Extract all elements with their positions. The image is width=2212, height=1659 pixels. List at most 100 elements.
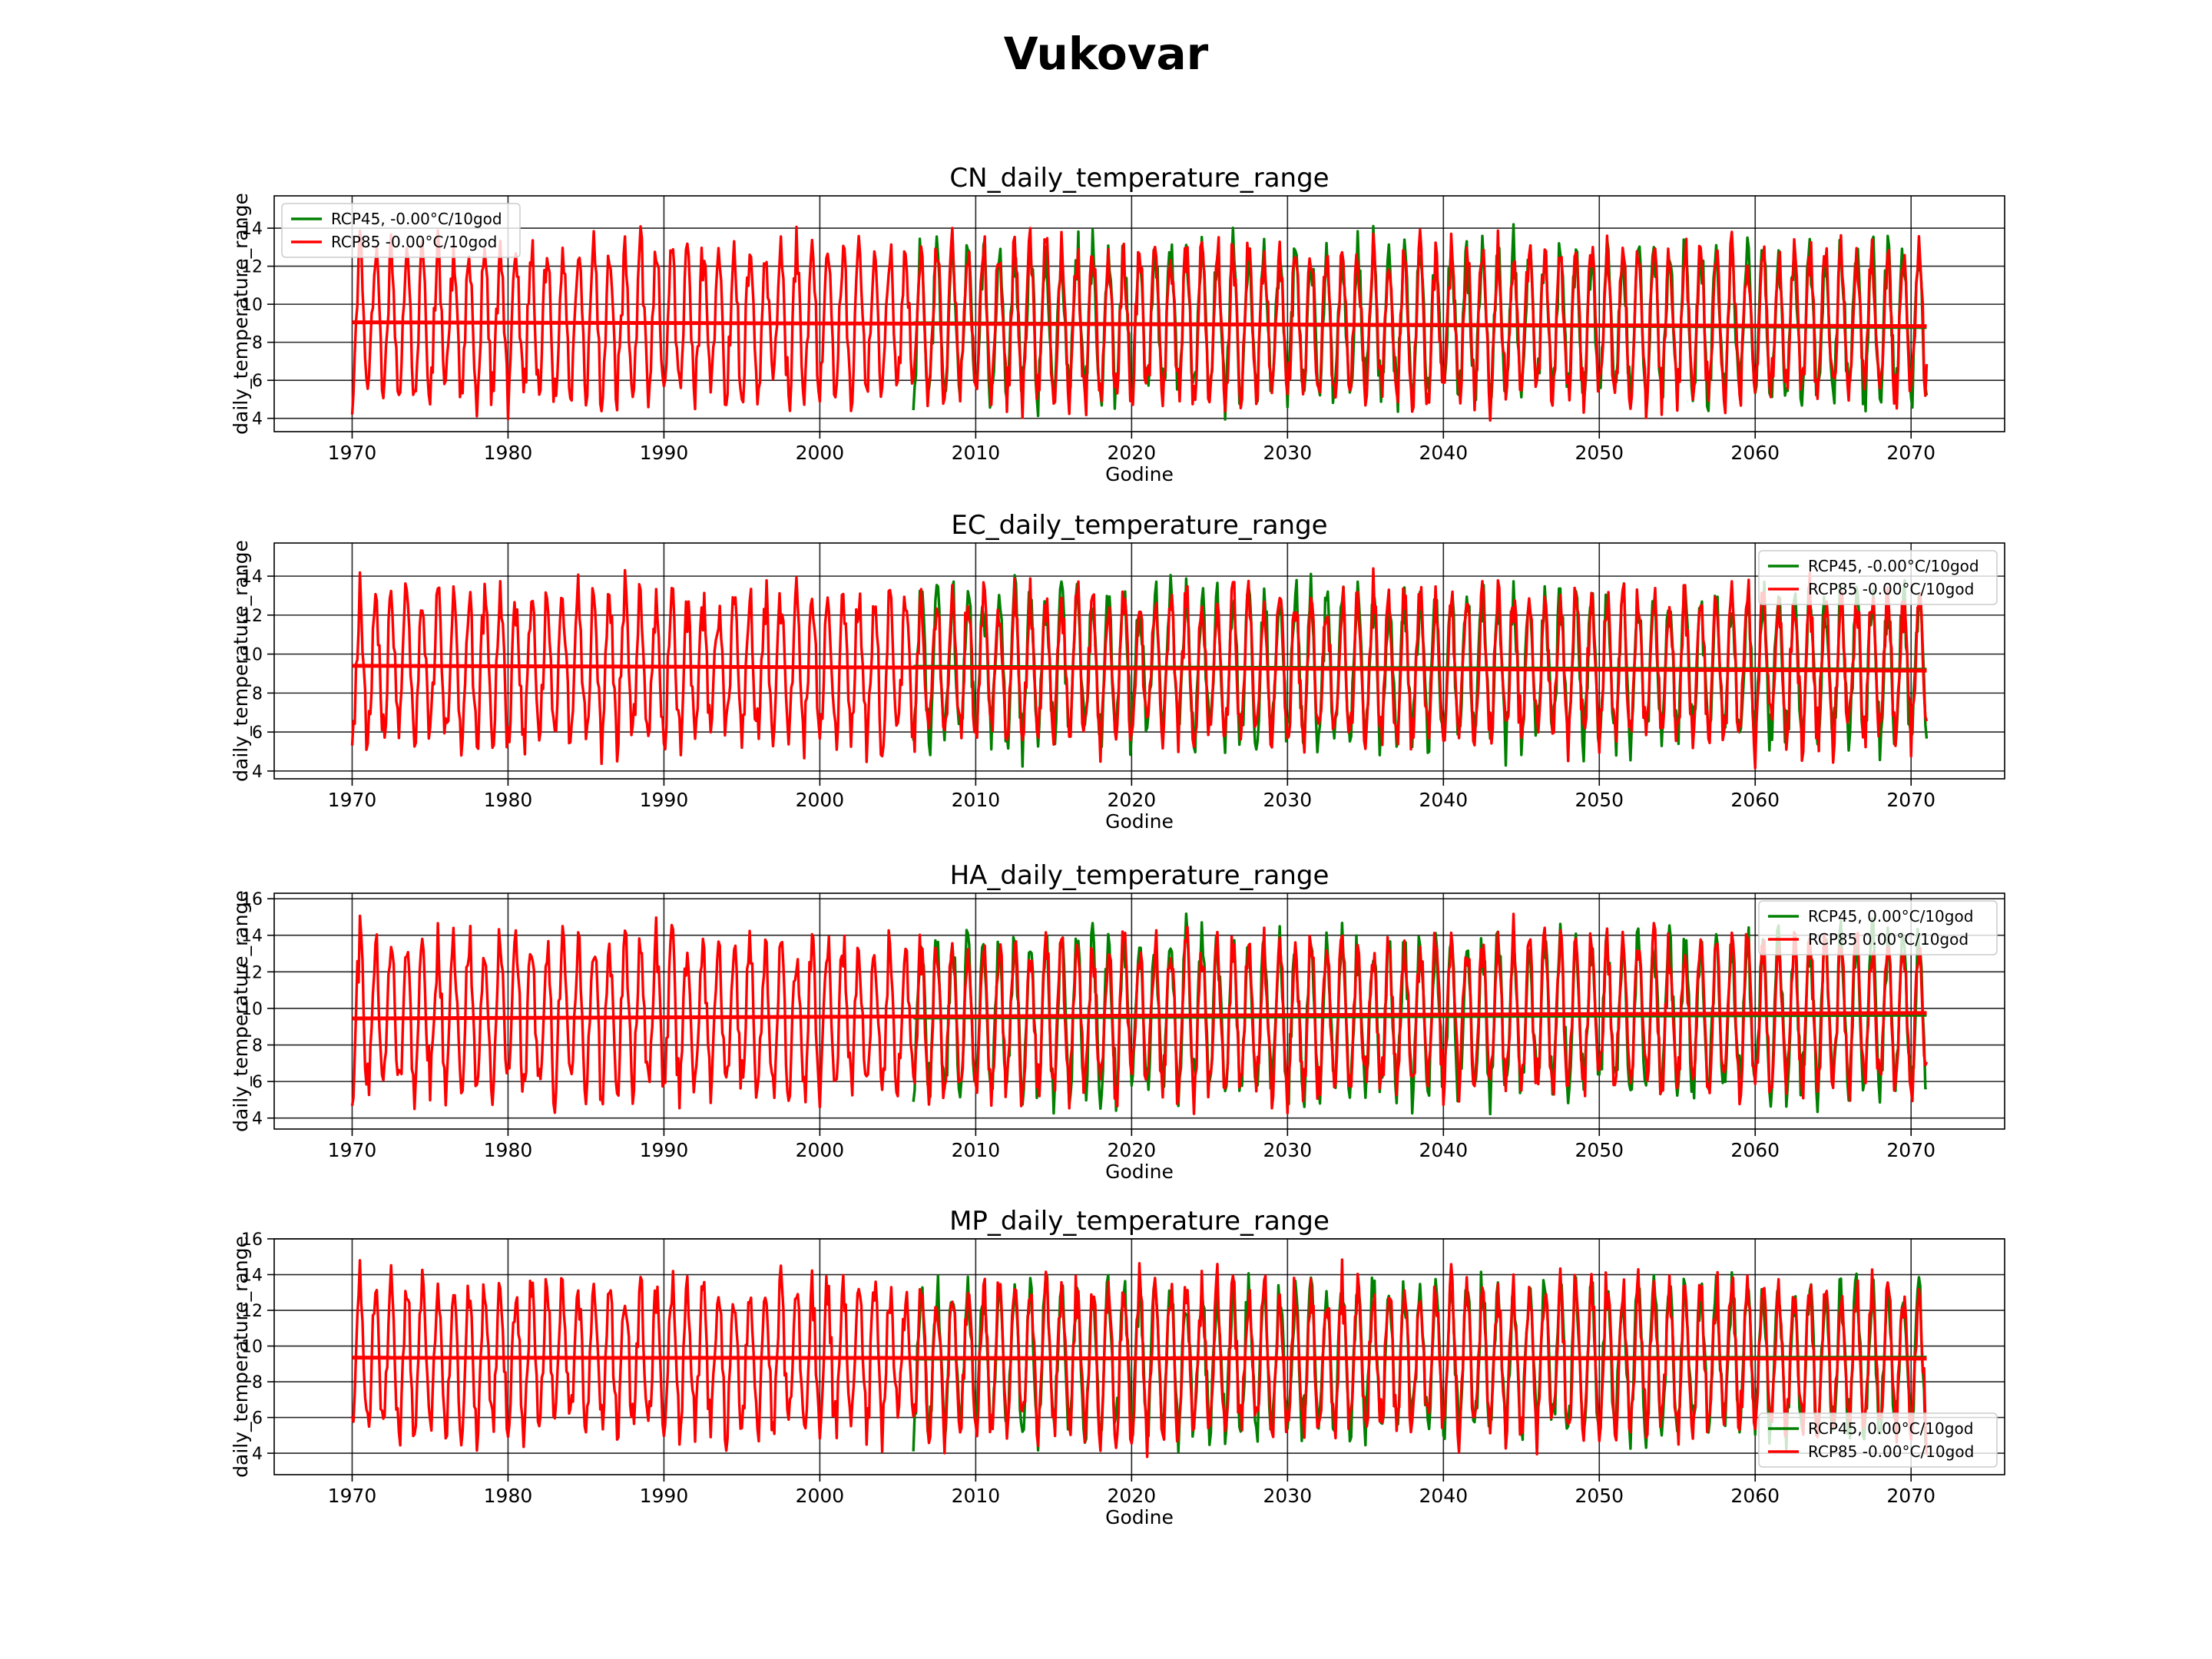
x-tick-label: 2050 [1575,1139,1624,1161]
trend-line-rcp85 [352,320,1927,329]
y-tick-label: 10 [241,1000,263,1019]
x-tick-label: 1990 [640,789,689,811]
y-tick-label: 10 [241,646,263,665]
x-tick-label: 1970 [328,1485,377,1507]
x-tick-label: 2040 [1419,442,1468,464]
axes-frame [273,195,2005,432]
x-tick-label: 2030 [1263,789,1313,811]
axes-frame [273,892,2005,1130]
legend-label-rcp85: RCP85 -0.00°C/10god [1808,1442,1974,1461]
y-tick-label: 14 [241,1267,263,1286]
subplot-4: 1970 1980 1990 2000 2010 2020 2030 2040 2050 2060… [230,1206,2005,1528]
y-tick-label: 14 [241,220,263,239]
legend-label-rcp45: RCP45, -0.00°C/10god [1808,557,1979,575]
axes-frame [273,542,2005,780]
x-tick-label: 2020 [1108,442,1157,464]
y-tick-label: 4 [252,410,263,429]
y-tick-label: 4 [252,763,263,782]
legend-label-rcp85: RCP85 -0.00°C/10god [331,233,497,251]
x-tick-label: 2010 [952,1485,1001,1507]
y-axis-label: daily_temperature_range [230,1236,252,1478]
plot-area [350,912,1929,1116]
axes-frame [273,1238,2005,1475]
y-axis-label: daily_temperature_range [230,540,252,782]
x-tick-label: 2030 [1263,1139,1313,1161]
legend-box [1758,900,1998,955]
figure-title: Vukovar [1003,28,1209,80]
x-tick-label: 1980 [484,442,533,464]
legend-label-rcp85: RCP85 -0.00°C/10god [1808,580,1974,598]
x-tick-label: 2000 [796,789,845,811]
x-tick-label: 1980 [484,1139,533,1161]
x-tick-label: 2050 [1575,789,1624,811]
y-tick-label: 8 [252,684,263,704]
y-tick-label: 10 [241,296,263,315]
x-tick-label: 2070 [1886,1485,1936,1507]
x-tick-label: 1990 [640,1139,689,1161]
x-tick-label: 2040 [1419,1139,1468,1161]
x-tick-label: 2010 [952,442,1001,464]
y-tick-label: 8 [252,1373,263,1392]
trend-line-rcp85 [352,1011,1927,1021]
x-tick-label: 1970 [328,789,377,811]
x-tick-label: 1980 [484,789,533,811]
legend: RCP45, 0.00°C/10god RCP85 -0.00°C/10god [1758,1412,1998,1468]
legend-box [1758,1412,1998,1468]
y-tick-label: 4 [252,1445,263,1464]
series-line-rcp85 [350,225,1929,422]
y-tick-label: 6 [252,1409,263,1429]
y-tick-label: 4 [252,1110,263,1129]
x-tick-label: 2030 [1263,1485,1313,1507]
y-tick-label: 8 [252,1037,263,1056]
x-tick-label: 2000 [796,442,845,464]
trend-line-rcp85 [352,664,1927,673]
subplot-title: HA_daily_temperature_range [950,860,1330,891]
subplot-3: 1970 1980 1990 2000 2010 2020 2030 2040 2050 2060… [230,860,2005,1183]
x-tick-label: 2010 [952,1139,1001,1161]
x-axis-label: Godine [1105,810,1174,833]
subplot-title: MP_daily_temperature_range [949,1206,1330,1237]
plot-area [350,1258,1929,1459]
x-tick-label: 2060 [1730,1139,1780,1161]
x-tick-label: 2060 [1730,442,1780,464]
x-tick-label: 1970 [328,1139,377,1161]
y-tick-label: 8 [252,334,263,353]
y-axis-label: daily_temperature_range [230,890,252,1132]
series-line-rcp85 [350,567,1929,770]
x-tick-label: 2070 [1886,789,1936,811]
series-line-rcp85 [350,912,1929,1115]
y-tick-label: 16 [241,890,263,909]
x-tick-label: 2020 [1108,1139,1157,1161]
x-tick-label: 2050 [1575,442,1624,464]
legend-box [1758,550,1998,605]
x-tick-label: 1970 [328,442,377,464]
legend-label-rcp45: RCP45, 0.00°C/10god [1808,907,1973,926]
x-tick-label: 2030 [1263,442,1313,464]
subplot-title: EC_daily_temperature_range [951,510,1327,541]
legend: RCP45, -0.00°C/10god RCP85 -0.00°C/10god [281,203,521,258]
legend-label-rcp45: RCP45, -0.00°C/10god [331,210,502,228]
subplot-2: 1970 1980 1990 2000 2010 2020 2030 2040 2050 2060… [230,510,2005,833]
subplot-title: CN_daily_temperature_range [949,163,1329,194]
x-axis-label: Godine [1105,463,1174,485]
series-line-rcp85 [350,1258,1929,1459]
trend-line-rcp85 [352,1356,1927,1361]
x-tick-label: 2000 [796,1485,845,1507]
x-tick-label: 2060 [1730,1485,1780,1507]
y-tick-label: 12 [241,607,263,626]
x-tick-label: 2020 [1108,789,1157,811]
y-tick-label: 16 [241,1230,263,1250]
x-tick-label: 2070 [1886,442,1936,464]
x-tick-label: 2040 [1419,1485,1468,1507]
x-axis-label: Godine [1105,1506,1174,1528]
y-tick-label: 14 [241,927,263,946]
y-tick-label: 6 [252,372,263,391]
plot-area [350,223,1929,422]
legend-label-rcp45: RCP45, 0.00°C/10god [1808,1419,1973,1438]
plot-area [350,567,1929,770]
x-tick-label: 2000 [796,1139,845,1161]
y-tick-label: 12 [241,1302,263,1321]
y-tick-label: 12 [241,258,263,277]
x-tick-label: 2040 [1419,789,1468,811]
